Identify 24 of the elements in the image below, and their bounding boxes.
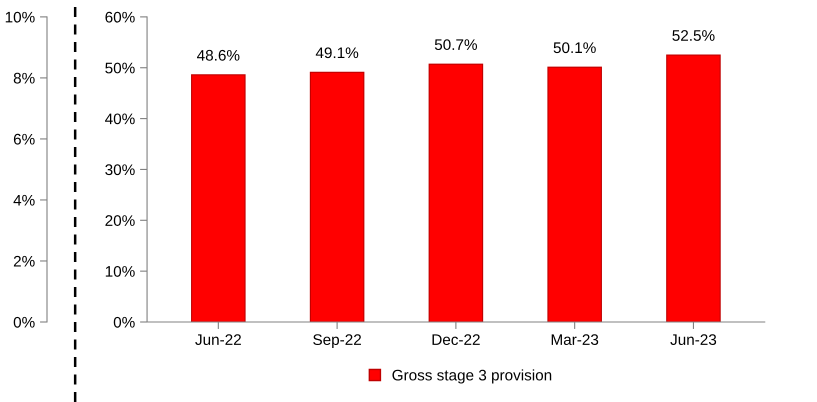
y2-tick-label: 2% (14, 256, 35, 267)
text: 50.1% (554, 42, 596, 54)
y2-tick-label: 0% (14, 316, 35, 328)
x-tick-label: Dec-22 (432, 334, 480, 346)
y2-tick-label: 6% (14, 134, 35, 145)
y-tick-label: 60% (105, 12, 135, 23)
y-tick-label: 30% (105, 164, 135, 176)
y2-tick-label: 4% (13, 194, 35, 206)
y-tick-label: 0% (114, 316, 135, 328)
y2-tick-label: 8% (14, 72, 35, 84)
text: 52.5% (672, 30, 715, 41)
y-tick-label: 10% (106, 266, 135, 277)
text: 50.7% (434, 39, 478, 50)
text: 48.6% (197, 50, 240, 61)
text: 49.1% (316, 47, 358, 58)
y2-tick-label: 10% (6, 12, 35, 23)
y-tick-label: 50% (105, 62, 135, 74)
y-tick-label: 40% (105, 113, 135, 124)
legend-label: Gross stage 3 provision (392, 369, 552, 384)
x-tick-label: Jun-22 (195, 334, 241, 346)
x-tick-label: Sep-22 (313, 334, 361, 348)
x-tick-label: Mar-23 (552, 334, 598, 346)
x-tick-label: Jun-23 (670, 334, 716, 346)
y-tick-label: 20% (105, 215, 135, 226)
